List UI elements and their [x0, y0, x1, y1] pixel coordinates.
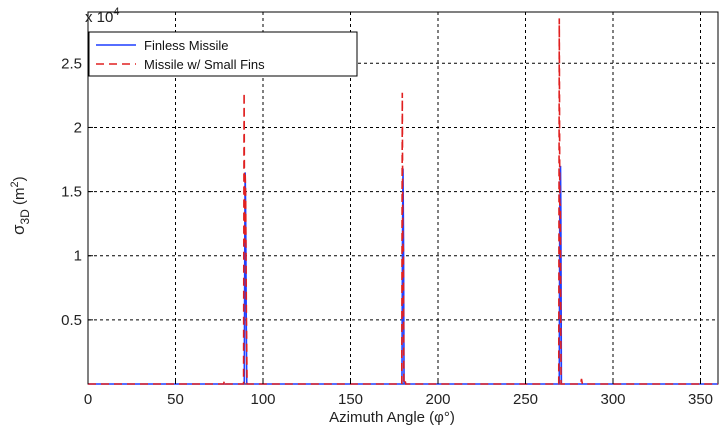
x-tick-label: 50: [167, 391, 184, 408]
series-layer: [88, 18, 718, 385]
x-tick-label: 100: [250, 391, 275, 408]
tick-labels: 0 50 100 150 200 250 300 350 0.5 1 1.5 2 2.5: [61, 55, 713, 408]
legend: Finless Missile Missile w/ Small Fins: [88, 31, 358, 77]
y-tick-label: 1.5: [61, 184, 82, 201]
x-axis-label: Azimuth Angle (φ°): [329, 409, 455, 426]
legend-label-finless: Finless Missile: [144, 38, 229, 53]
y-tick-label: 0.5: [61, 312, 82, 329]
x-tick-label: 250: [513, 391, 538, 408]
series-line-missile-small-fins: [88, 18, 718, 385]
x-tick-label: 350: [688, 391, 713, 408]
y-tick-label: 2.5: [61, 55, 82, 72]
legend-label-small-fins: Missile w/ Small Fins: [144, 57, 265, 72]
y-tick-label: 2: [74, 119, 82, 136]
x-tick-label: 0: [84, 391, 92, 408]
plot-frame: [87, 11, 719, 385]
y-axis-label: σ3D (m2): [9, 176, 32, 235]
x-tick-label: 200: [425, 391, 450, 408]
x-tick-label: 150: [338, 391, 363, 408]
y-multiplier: x 104: [85, 6, 119, 26]
y-tick-label: 1: [74, 248, 82, 265]
legend-box: [88, 31, 358, 77]
x-tick-label: 300: [600, 391, 625, 408]
